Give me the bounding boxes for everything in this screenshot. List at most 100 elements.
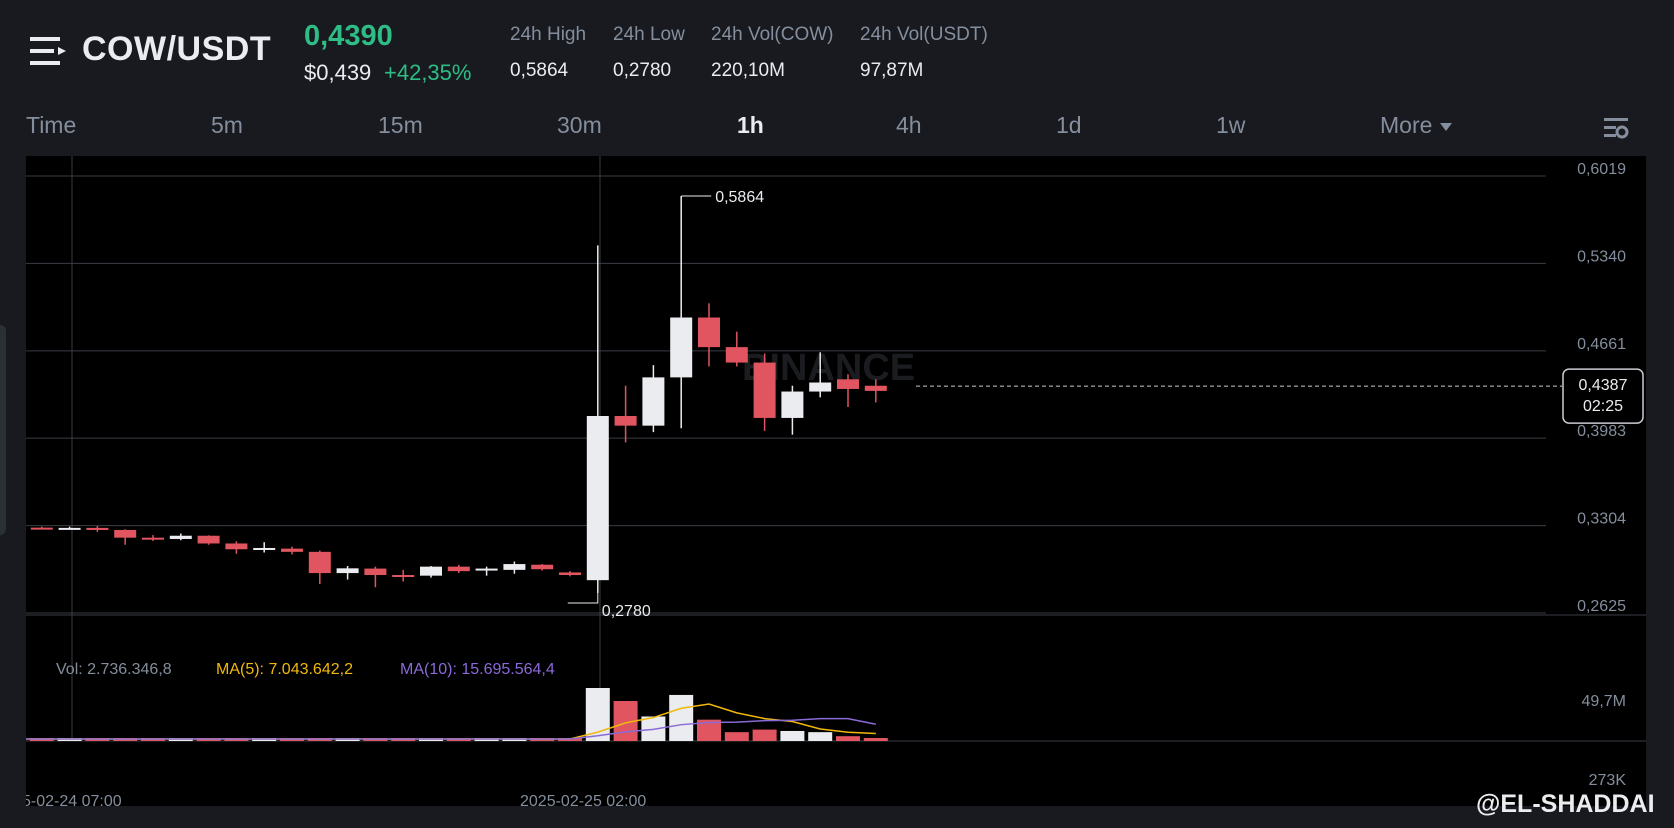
candle	[531, 564, 554, 571]
candle	[197, 535, 220, 545]
y-tick-label: 0,2625	[1577, 598, 1626, 615]
stat-value: 0,2780	[613, 60, 672, 81]
y-axis-labels: 0,6019 0,5340 0,4661 0,3983 0,3304 0,2625	[1577, 161, 1626, 615]
x-axis-labels: 5-02-24 07:00 2025-02-25 02:00	[26, 793, 646, 806]
candle	[864, 379, 887, 403]
tab-1h[interactable]: 1h	[737, 112, 764, 138]
low-leader-line	[567, 593, 599, 604]
y-tick-label: 0,6019	[1577, 161, 1626, 178]
candle	[364, 566, 387, 588]
candles	[30, 195, 887, 594]
candle-body	[114, 529, 137, 538]
candle	[308, 550, 331, 585]
current-price-marker: 0,4387 02:25	[916, 368, 1644, 424]
candle-body	[781, 391, 804, 418]
tab-5m[interactable]: 5m	[211, 112, 243, 138]
candle-body	[809, 382, 832, 392]
stat-value: 220,10M	[711, 60, 785, 81]
candle-countdown: 02:25	[1583, 398, 1623, 415]
y-tick-label: 0,3983	[1577, 423, 1626, 440]
candle	[809, 352, 832, 398]
caret-down-icon	[1440, 122, 1453, 131]
candle	[281, 546, 303, 555]
candle	[503, 561, 526, 574]
grid-lines	[26, 156, 1646, 742]
stat-24h-vol-base: 24h Vol(COW) 220,10M	[711, 24, 833, 82]
candle	[670, 195, 693, 429]
candle	[753, 353, 776, 431]
candle-body	[614, 416, 637, 426]
x-label: 2025-02-25 02:00	[520, 793, 646, 806]
candle-body	[837, 379, 859, 389]
stat-value: 0,5864	[510, 60, 569, 81]
candle	[420, 566, 442, 578]
chart-settings-icon[interactable]	[1602, 114, 1630, 142]
candle-body	[142, 537, 164, 540]
candle-body	[253, 547, 276, 550]
ma10-label: MA(10): 15.695.564,4	[400, 661, 555, 678]
candle-body	[475, 568, 498, 571]
low-marker: 0,2780	[567, 593, 651, 620]
side-drawer-handle[interactable]	[0, 325, 6, 535]
trading-pair[interactable]: COW/USDT	[82, 30, 272, 68]
candle	[114, 529, 137, 545]
candle	[30, 526, 53, 530]
volume-bar	[863, 738, 888, 741]
candle	[725, 331, 748, 367]
stat-label: 24h Vol(COW)	[711, 24, 834, 45]
stat-24h-low: 24h Low 0,2780	[613, 24, 685, 82]
price-chart[interactable]: BINANCE 0,6019 0,5340 0,4661 0,3983 0,3304 0,…	[26, 156, 1646, 806]
candle-body	[308, 551, 331, 574]
header: COW/USDT 0,4390 $0,439 +42,35% 24h High …	[0, 0, 1674, 100]
stat-label: 24h High	[510, 24, 587, 45]
menu-icon[interactable]	[30, 35, 66, 67]
candle-body	[86, 527, 109, 530]
candle	[253, 542, 276, 553]
tab-4h[interactable]: 4h	[896, 112, 922, 138]
candle	[698, 303, 720, 367]
tab-1w[interactable]: 1w	[1216, 112, 1246, 138]
tab-30m[interactable]: 30m	[557, 112, 602, 138]
candle	[586, 245, 609, 594]
user-watermark: @EL-SHADDAI	[1476, 790, 1655, 818]
candle-body	[420, 566, 442, 576]
vol-label: Vol: 2.736.346,8	[56, 661, 172, 678]
x-label: 5-02-24 07:00	[26, 793, 122, 806]
high-marker: 0,5864	[681, 189, 764, 206]
candle-body	[864, 385, 887, 391]
candle-body	[336, 568, 359, 574]
candle	[642, 365, 665, 433]
candle	[142, 535, 164, 541]
candle-body	[169, 535, 192, 539]
candle	[169, 533, 192, 541]
stat-label: 24h Low	[613, 24, 685, 45]
tab-15m[interactable]: 15m	[378, 112, 423, 138]
y-tick-label: 0,5340	[1577, 248, 1626, 265]
chart-canvas[interactable]: BINANCE 0,60190,53400,46610,39830,33040,…	[26, 156, 1646, 806]
volume-bar	[724, 732, 749, 741]
candle-body	[392, 575, 415, 578]
candle-body	[58, 527, 81, 530]
volume-bar	[752, 729, 777, 741]
candle	[781, 385, 804, 435]
candle-body	[586, 416, 609, 581]
candle	[475, 566, 498, 576]
candle-body	[698, 317, 720, 348]
low-label: 0,2780	[602, 603, 651, 620]
candle-body	[670, 317, 693, 378]
candle-body	[503, 564, 526, 570]
y-tick-label: 0,3304	[1577, 511, 1626, 528]
candle-body	[559, 572, 581, 576]
tab-time[interactable]: Time	[26, 112, 77, 138]
stat-label: 24h Vol(USDT)	[860, 24, 988, 45]
tab-1d[interactable]: 1d	[1056, 112, 1082, 138]
volume-bar	[780, 730, 805, 741]
tab-more[interactable]: More	[1380, 112, 1453, 139]
candle-body	[30, 527, 53, 530]
volume-legend: Vol: 2.736.346,8 MA(5): 7.043.642,2 MA(1…	[56, 661, 1626, 789]
candle-body	[753, 362, 776, 418]
candle-body	[197, 535, 220, 544]
candle	[58, 526, 81, 530]
candle	[559, 571, 581, 577]
current-price-value: 0,4387	[1579, 377, 1628, 394]
